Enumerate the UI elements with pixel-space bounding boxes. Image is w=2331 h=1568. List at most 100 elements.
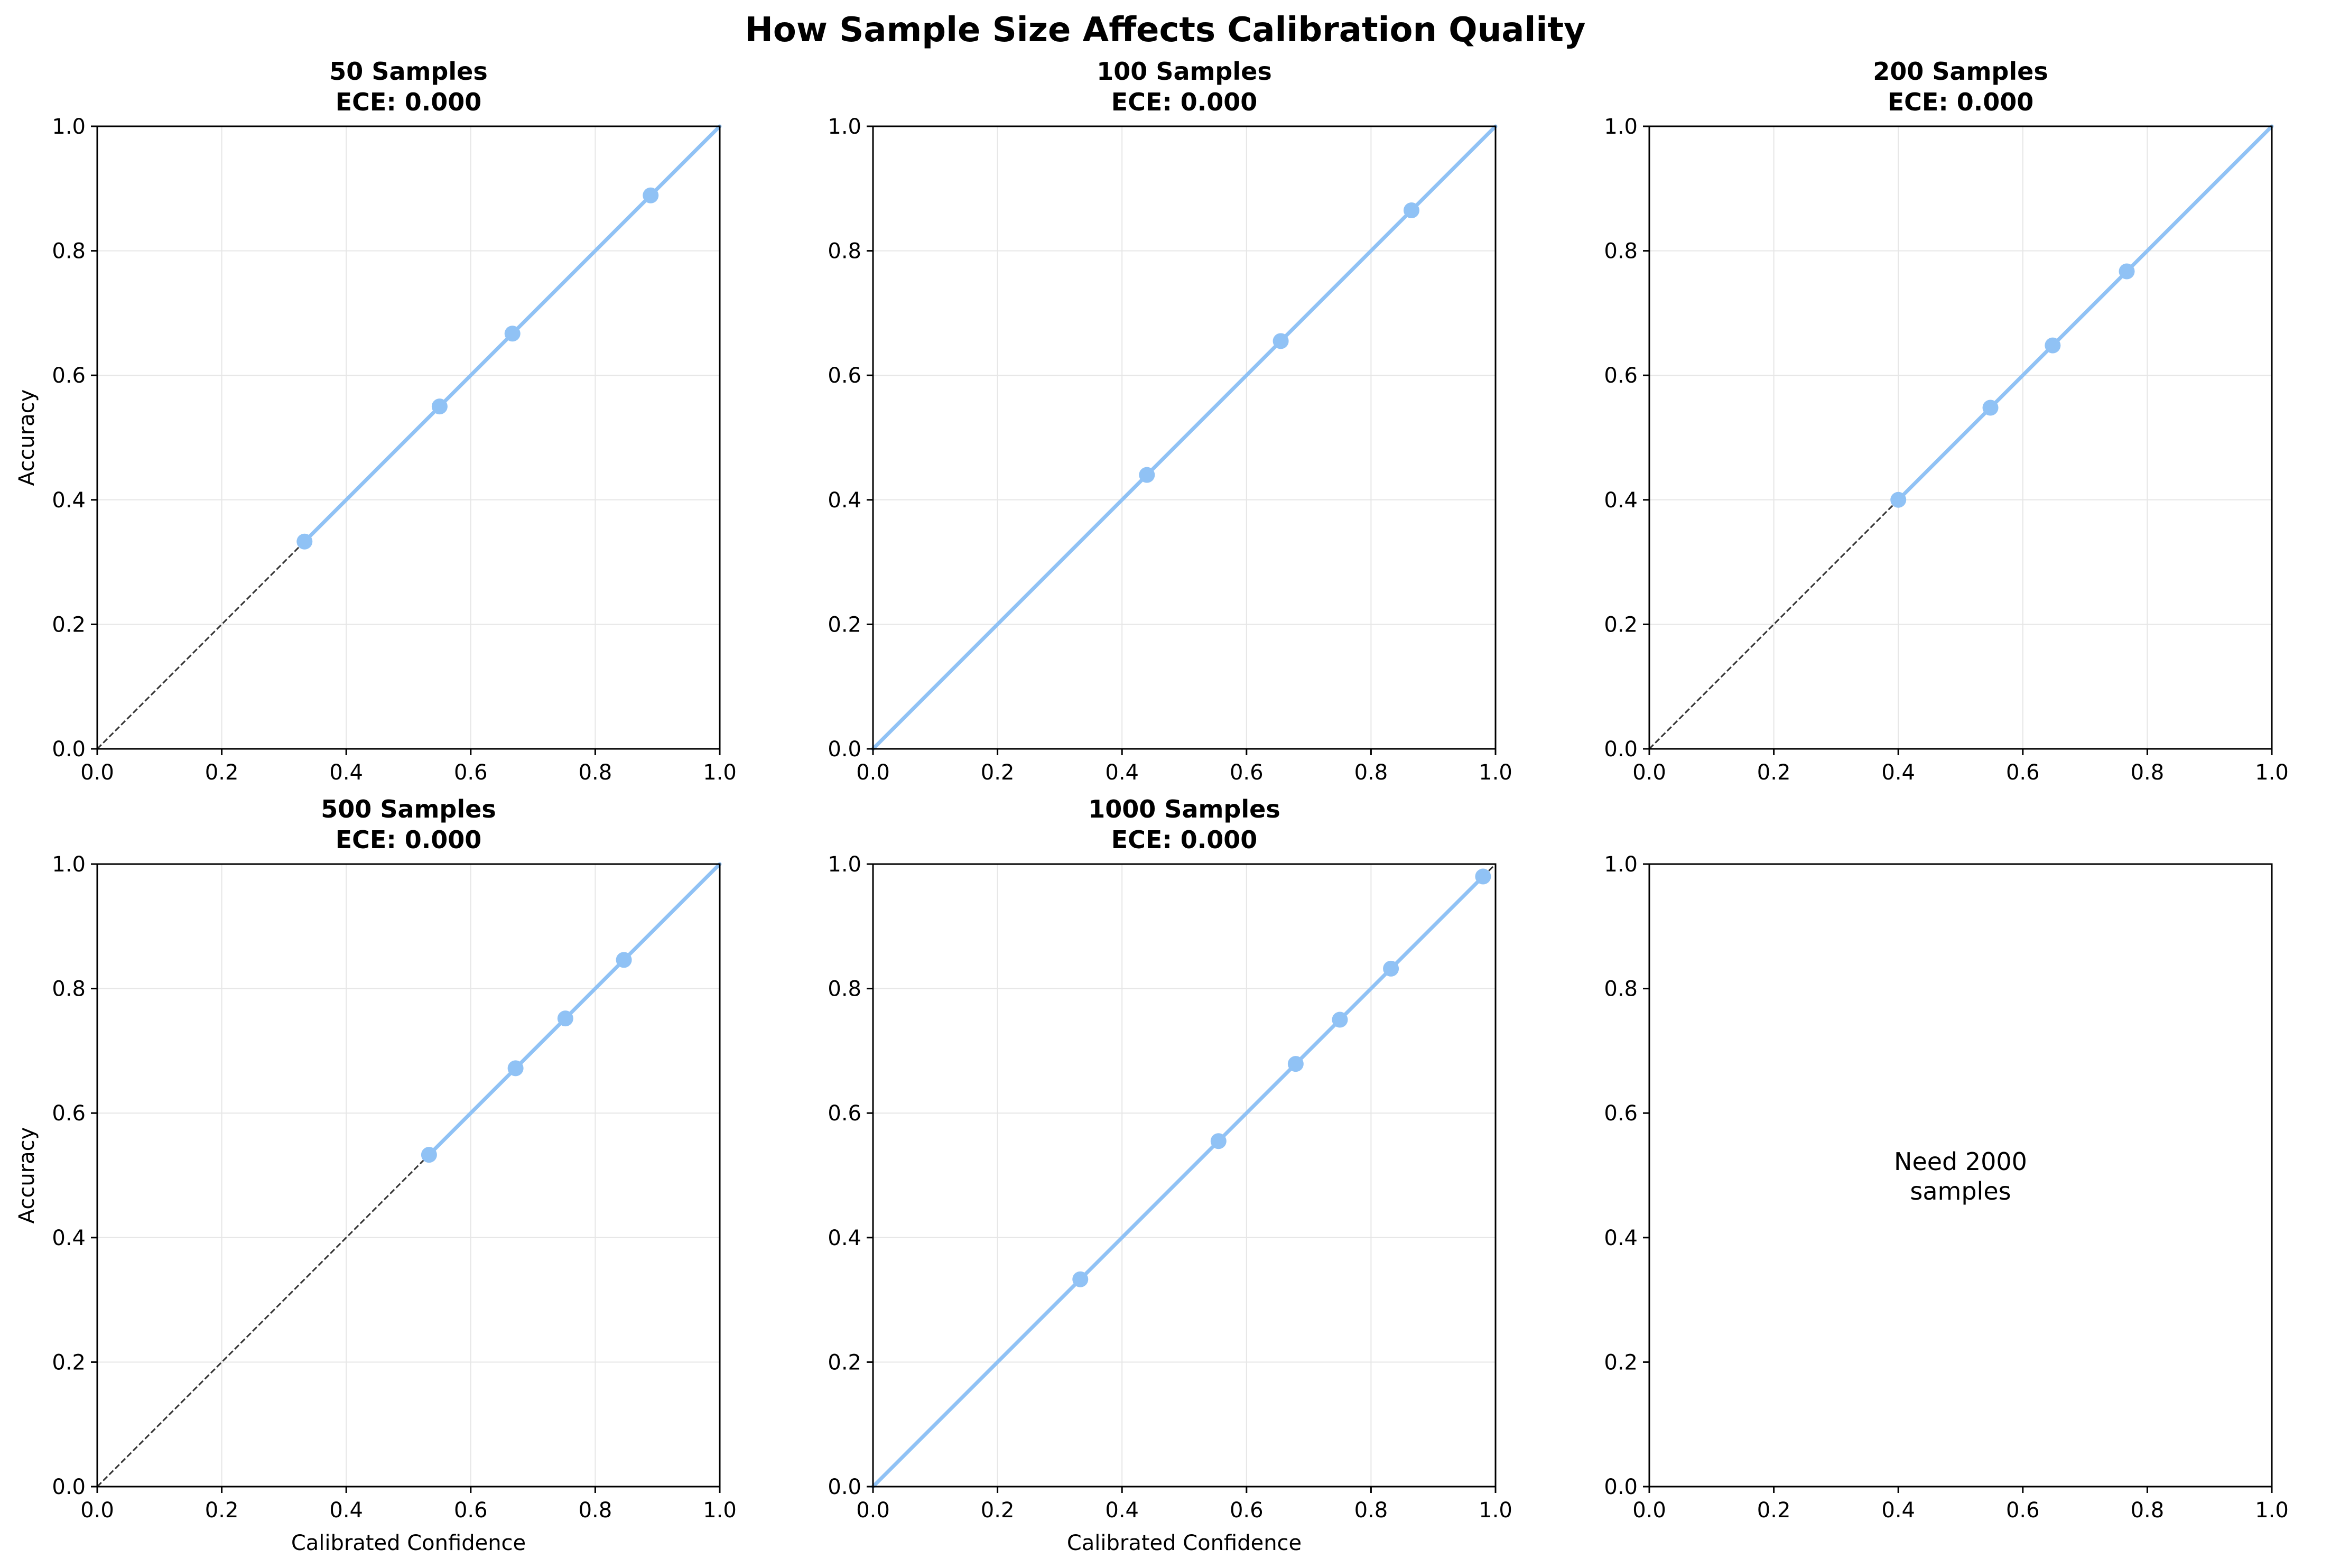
data-point-6	[1475, 868, 1491, 885]
data-point-2	[1273, 333, 1289, 349]
y-tick-label-1: 0.2	[1604, 613, 1638, 637]
y-tick-label-2: 0.4	[1604, 1226, 1638, 1250]
y-tick-label-0: 0.0	[1604, 737, 1638, 762]
x-tick-label-3: 0.6	[1230, 1498, 1264, 1523]
y-tick-label-5: 1.0	[828, 115, 861, 139]
data-point-2	[507, 1060, 524, 1077]
y-tick-label-2: 0.4	[828, 488, 861, 513]
y-tick-label-5: 1.0	[1604, 115, 1638, 139]
annotation-line-2: samples	[1910, 1177, 2011, 1205]
x-tick-label-5: 1.0	[1479, 1498, 1512, 1523]
panel-5: 0.0 0.2 0.4 0.6 0.8 1.0 0.0 0.2 0.4 0.6 0.8 1.0 1000…	[828, 795, 1512, 1555]
panel-title: 100 Samples	[1097, 57, 1271, 86]
x-tick-label-3: 0.6	[454, 1498, 488, 1523]
y-tick-label-1: 0.2	[1604, 1350, 1638, 1375]
x-tick-label-0: 0.0	[80, 760, 114, 785]
y-tick-label-3: 0.6	[1604, 1101, 1638, 1126]
y-tick-label-0: 0.0	[1604, 1475, 1638, 1499]
y-tick-label-5: 1.0	[52, 852, 86, 877]
y-tick-label-4: 0.8	[52, 239, 86, 264]
x-tick-label-5: 1.0	[1479, 760, 1512, 785]
axes-frame	[872, 863, 1497, 1488]
x-tick-label-1: 0.2	[981, 1498, 1015, 1523]
x-tick-label-2: 0.4	[1105, 760, 1139, 785]
x-tick-label-2: 0.4	[329, 1498, 363, 1523]
figure-title: How Sample Size Affects Calibration Qual…	[745, 11, 1585, 50]
x-tick-label-0: 0.0	[1632, 760, 1666, 785]
x-tick-label-4: 0.8	[1354, 760, 1388, 785]
axes-frame	[1648, 863, 2273, 1488]
data-point-5	[1383, 960, 1399, 977]
x-tick-label-2: 0.4	[1105, 1498, 1139, 1523]
panel-grid: 0.0 0.2 0.4 0.6 0.8 1.0 0.0 0.2 0.4 0.6 0.8 1.0 50 S…	[15, 57, 2289, 1555]
x-tick-label-3: 0.6	[2006, 1498, 2040, 1523]
y-tick-label-3: 0.6	[52, 1101, 86, 1126]
panel-1: 0.0 0.2 0.4 0.6 0.8 1.0 0.0 0.2 0.4 0.6 0.8 1.0 50 S…	[15, 57, 737, 785]
y-axis-label: Accuracy	[15, 1127, 39, 1224]
x-tick-label-2: 0.4	[1881, 760, 1915, 785]
y-tick-label-2: 0.4	[52, 488, 86, 513]
y-tick-label-0: 0.0	[52, 737, 86, 762]
panel-title: 50 Samples	[329, 57, 487, 86]
data-point-2	[1982, 400, 1999, 416]
reference-diagonal	[96, 863, 721, 1488]
x-tick-label-3: 0.6	[1230, 760, 1264, 785]
x-tick-label-1: 0.2	[1757, 1498, 1791, 1523]
panel-title: 200 Samples	[1873, 57, 2048, 86]
data-point-4	[1332, 1012, 1348, 1028]
y-tick-label-1: 0.2	[52, 1350, 86, 1375]
x-tick-label-1: 0.2	[1757, 760, 1791, 785]
panel-subtitle: ECE: 0.000	[1111, 825, 1258, 854]
data-point-2	[1210, 1133, 1227, 1149]
y-axis-label: Accuracy	[15, 389, 39, 486]
x-axis-label: Calibrated Confidence	[1067, 1531, 1302, 1555]
data-point-1	[1139, 467, 1155, 483]
x-tick-label-0: 0.0	[1632, 1498, 1666, 1523]
y-tick-label-1: 0.2	[52, 613, 86, 637]
y-tick-label-1: 0.2	[828, 613, 861, 637]
y-tick-label-5: 1.0	[1604, 852, 1638, 877]
y-tick-label-5: 1.0	[828, 852, 861, 877]
panel-3: 0.0 0.2 0.4 0.6 0.8 1.0 0.0 0.2 0.4 0.6 0.8 1.0 200 …	[1604, 57, 2288, 785]
x-tick-label-4: 0.8	[1354, 1498, 1388, 1523]
panel-subtitle: ECE: 0.000	[1111, 88, 1258, 116]
y-tick-label-1: 0.2	[828, 1350, 861, 1375]
panel-subtitle: ECE: 0.000	[336, 825, 482, 854]
axes-frame	[96, 125, 721, 750]
panel-title: 500 Samples	[321, 795, 496, 823]
y-tick-label-4: 0.8	[1604, 239, 1638, 264]
x-tick-label-4: 0.8	[2131, 760, 2165, 785]
data-point-2	[431, 398, 448, 415]
data-point-1	[1072, 1271, 1089, 1287]
panel-title: 1000 Samples	[1088, 795, 1280, 823]
y-tick-label-0: 0.0	[828, 737, 861, 762]
y-tick-label-5: 1.0	[52, 115, 86, 139]
panel-4: 0.0 0.2 0.4 0.6 0.8 1.0 0.0 0.2 0.4 0.6 0.8 1.0 500 …	[15, 795, 737, 1555]
data-point-1	[421, 1147, 437, 1163]
x-tick-label-5: 1.0	[2255, 760, 2289, 785]
x-tick-label-1: 0.2	[205, 760, 239, 785]
y-tick-label-4: 0.8	[52, 977, 86, 1001]
x-tick-label-0: 0.0	[856, 760, 890, 785]
x-axis-label: Calibrated Confidence	[291, 1531, 526, 1555]
y-tick-label-0: 0.0	[52, 1475, 86, 1499]
grid	[1649, 126, 2272, 749]
x-tick-label-3: 0.6	[2006, 760, 2040, 785]
axes-frame	[1648, 125, 2273, 750]
axes-frame	[96, 863, 721, 1488]
y-tick-label-0: 0.0	[828, 1475, 861, 1499]
x-tick-label-4: 0.8	[579, 760, 612, 785]
x-tick-label-1: 0.2	[981, 760, 1015, 785]
y-tick-label-3: 0.6	[828, 364, 861, 388]
data-point-3	[1287, 1056, 1304, 1072]
data-point-3	[1403, 202, 1419, 219]
panel-2: 0.0 0.2 0.4 0.6 0.8 1.0 0.0 0.2 0.4 0.6 0.8 1.0 100 …	[828, 57, 1512, 785]
y-tick-label-2: 0.4	[828, 1226, 861, 1250]
x-tick-label-5: 1.0	[703, 1498, 737, 1523]
x-tick-label-3: 0.6	[454, 760, 488, 785]
y-tick-label-3: 0.6	[1604, 364, 1638, 388]
x-tick-label-2: 0.4	[329, 760, 363, 785]
data-point-1	[1890, 491, 1907, 508]
